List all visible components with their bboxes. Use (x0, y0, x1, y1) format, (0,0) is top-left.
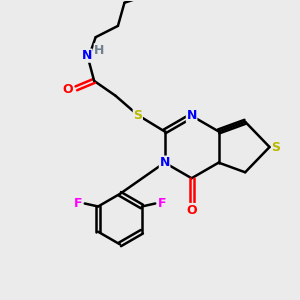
Text: H: H (94, 44, 105, 57)
Text: F: F (158, 197, 166, 210)
Text: S: S (272, 140, 280, 154)
Text: O: O (63, 83, 73, 96)
Text: N: N (159, 156, 170, 169)
Text: S: S (133, 109, 142, 122)
Text: F: F (74, 197, 82, 210)
Text: N: N (82, 49, 92, 62)
Text: N: N (186, 109, 197, 122)
Text: O: O (186, 203, 197, 217)
